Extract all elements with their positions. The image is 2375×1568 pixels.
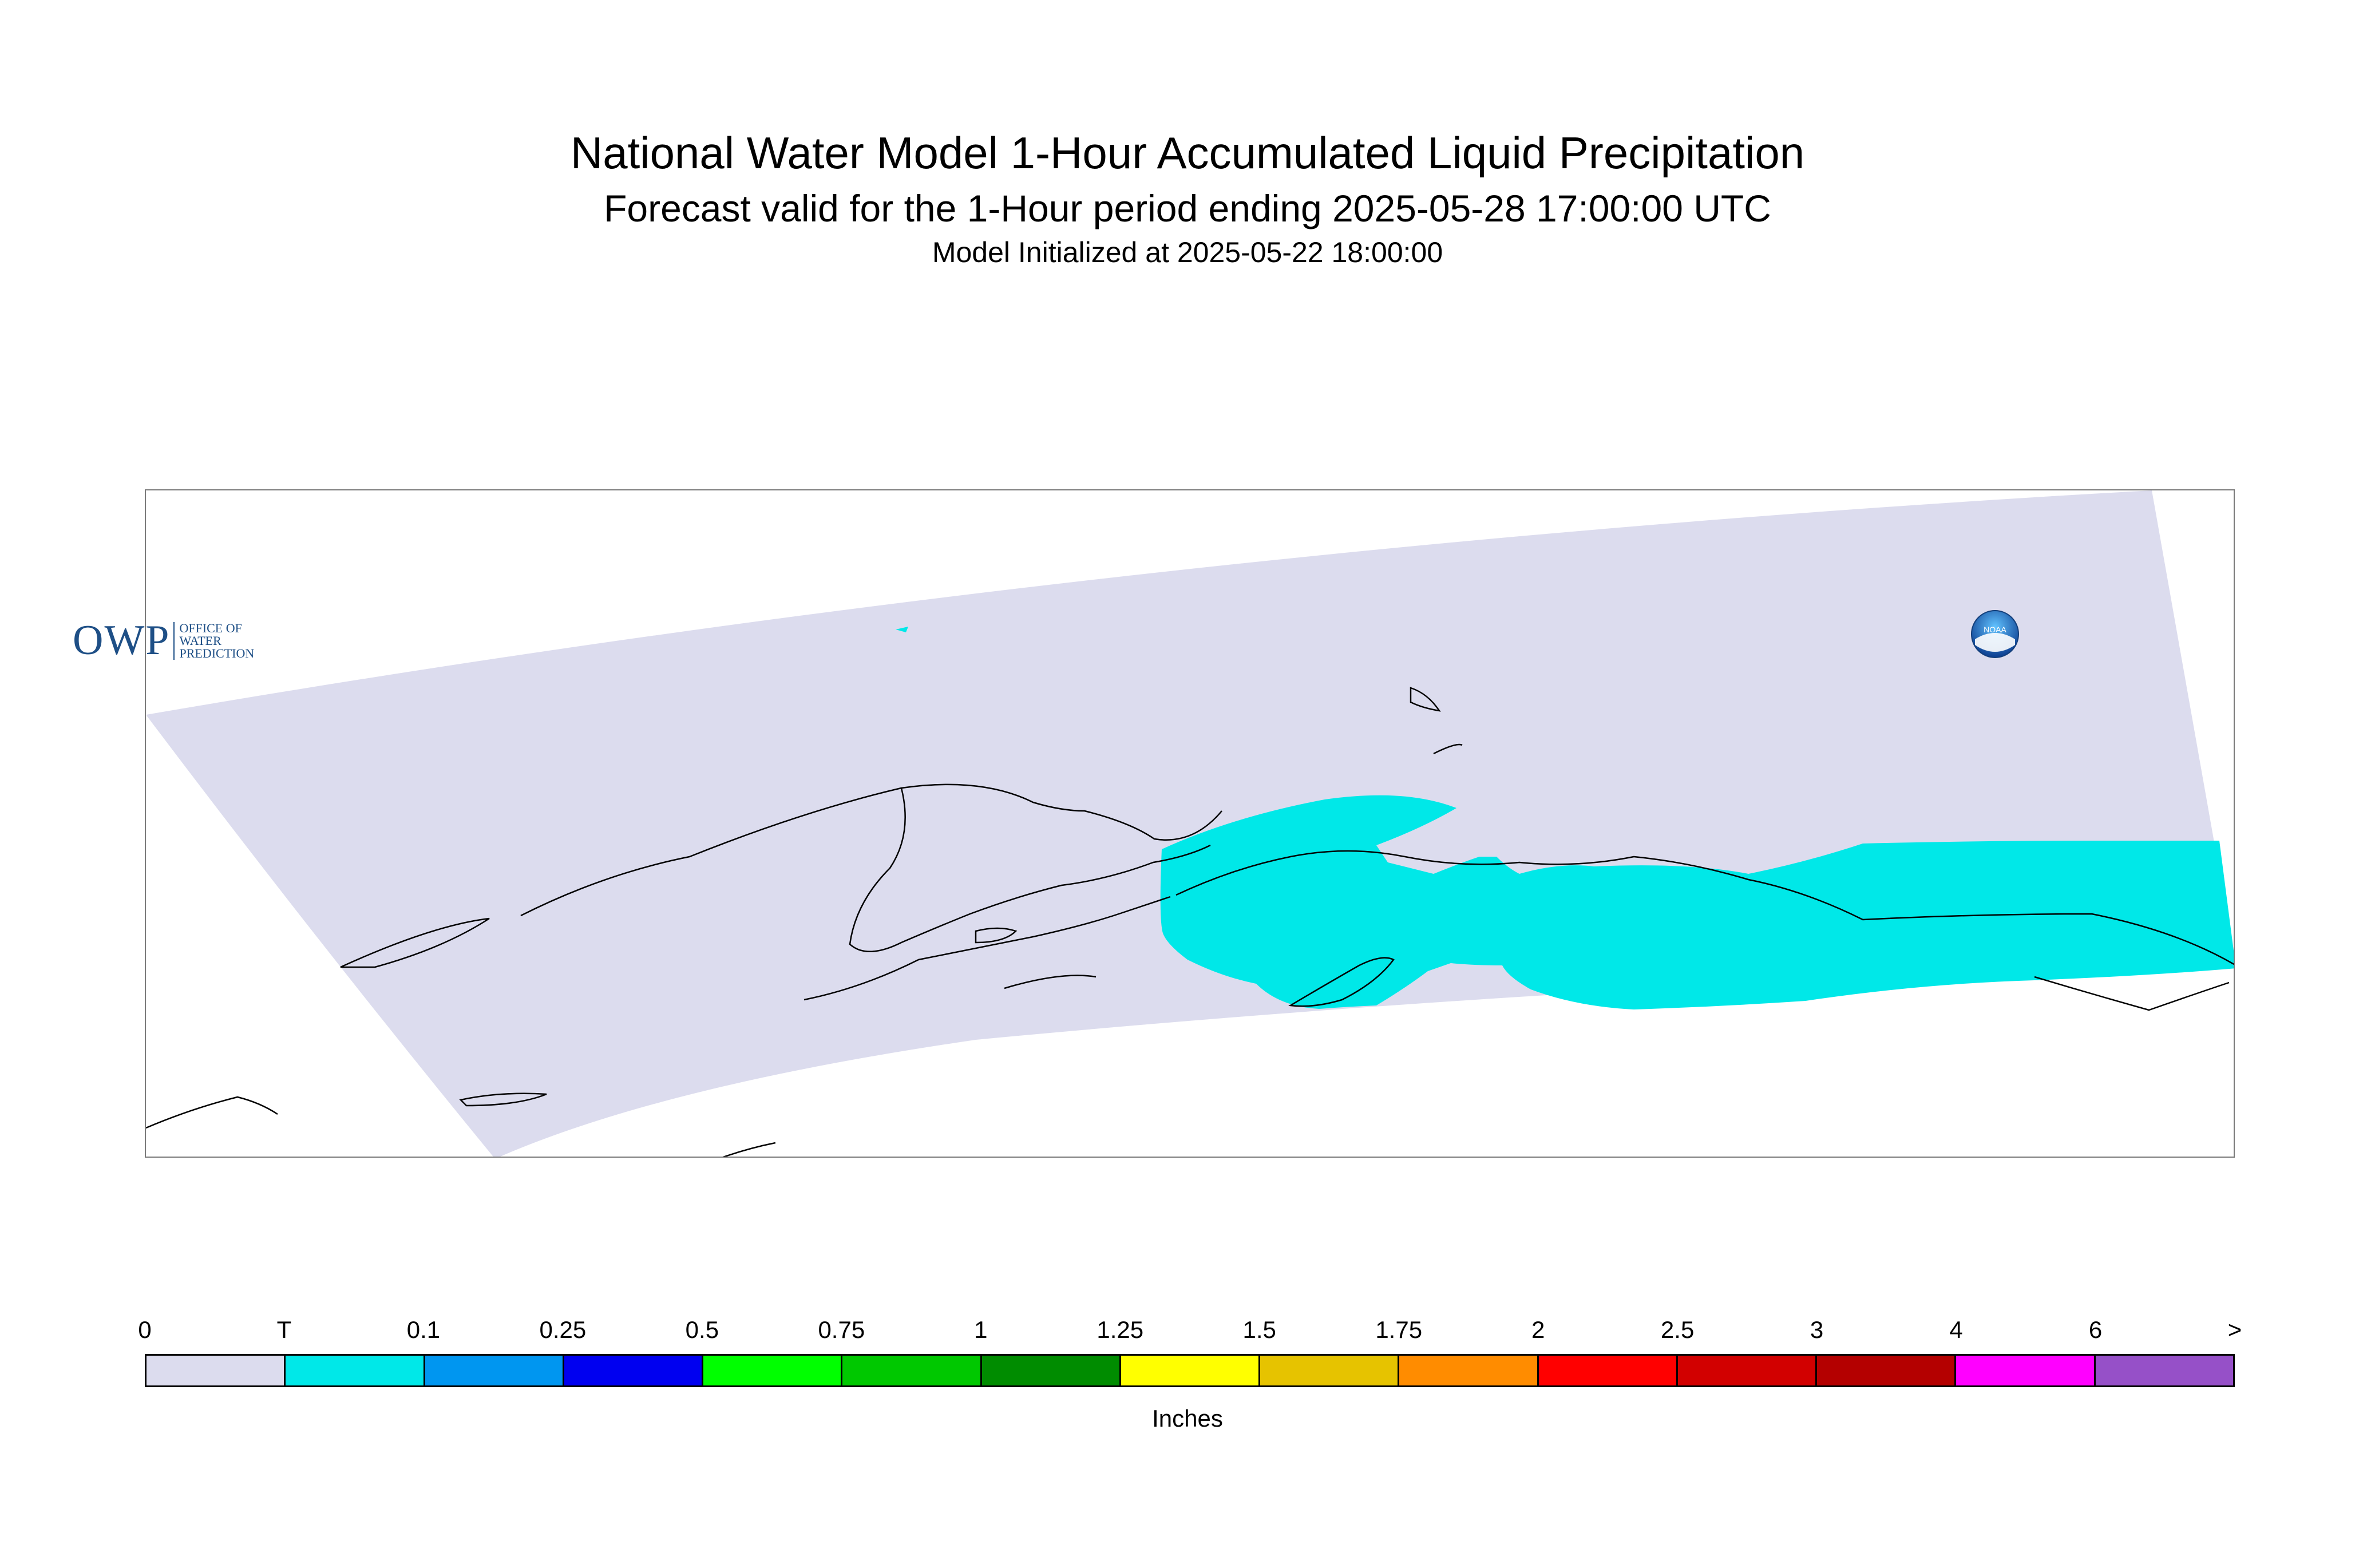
coastline-gulf xyxy=(1175,850,2234,965)
legend-swatch xyxy=(2095,1356,2233,1385)
legend-swatch xyxy=(425,1356,564,1385)
legend-swatch xyxy=(981,1356,1121,1385)
legend-swatch xyxy=(286,1356,425,1385)
legend-swatch xyxy=(1538,1356,1678,1385)
map-subtitle: Forecast valid for the 1-Hour period end… xyxy=(604,187,1771,229)
precip-area-main xyxy=(1160,795,2234,1009)
island-north-2 xyxy=(1433,743,1463,755)
legend-swatch xyxy=(703,1356,843,1385)
legend-tick-label: 1.5 xyxy=(1242,1316,1276,1343)
coastline-southwest xyxy=(803,896,1171,1001)
legend-tick-label: > xyxy=(2227,1316,2242,1343)
legend-swatch xyxy=(564,1356,704,1385)
legend-swatch xyxy=(842,1356,982,1385)
legend-swatch xyxy=(1121,1356,1261,1385)
legend-color-bar xyxy=(145,1354,2235,1387)
island-north xyxy=(1410,687,1441,712)
legend-swatch xyxy=(147,1356,286,1385)
legend-swatch xyxy=(1399,1356,1539,1385)
owp-logo-line: OFFICE OF xyxy=(179,620,242,635)
coastline-north xyxy=(520,783,1222,917)
legend-tick-label: 0.5 xyxy=(685,1316,719,1343)
owp-logo-line: WATER xyxy=(179,633,221,648)
model-initialized-text: Model Initialized at 2025-05-22 18:00:00 xyxy=(932,236,1443,268)
legend-tick-label: 0.75 xyxy=(818,1316,865,1343)
legend-tick-label: 2.5 xyxy=(1660,1316,1695,1343)
owp-logo-text: OFFICE OF WATER PREDICTION xyxy=(173,620,255,660)
legend-tick-label: 0 xyxy=(138,1316,152,1343)
precip-trace-areas xyxy=(896,627,2234,1009)
model-domain xyxy=(146,490,2234,1157)
coastline-west xyxy=(146,1096,278,1129)
island-st-lawrence xyxy=(459,1092,547,1107)
noaa-logo-text: NOAA xyxy=(1984,625,2006,634)
legend-tick-label: 6 xyxy=(2088,1316,2103,1343)
island-southwest-2 xyxy=(1004,975,1097,989)
legend-swatch xyxy=(1260,1356,1400,1385)
owp-logo: OWP OFFICE OF WATER PREDICTION xyxy=(73,616,254,665)
island-southwest-1 xyxy=(975,927,1018,944)
owp-logo-line: PREDICTION xyxy=(179,646,255,660)
precip-area-small xyxy=(896,627,908,632)
legend-units: Inches xyxy=(1152,1405,1223,1432)
legend-tick-label: 4 xyxy=(1949,1316,1963,1343)
legend-swatch xyxy=(1817,1356,1957,1385)
noaa-icon: NOAA xyxy=(1970,609,2020,659)
coastline-southeast xyxy=(2034,976,2230,1011)
owp-logo-mark: OWP xyxy=(73,617,171,664)
map-panel xyxy=(145,489,2235,1158)
legend-tick-label: 1 xyxy=(974,1316,988,1343)
coastline-peninsula xyxy=(849,787,1211,953)
legend-swatch xyxy=(1677,1356,1818,1385)
precipitation-map xyxy=(146,490,2234,1157)
legend-swatch xyxy=(1956,1356,2096,1385)
coastlines xyxy=(146,687,2234,1157)
island-kodiak xyxy=(1288,957,1395,1007)
color-legend: 0 T 0.1 0.25 0.5 0.75 1 1.25 1.5 1.75 2 2.5 3 4 6 > xyxy=(138,1316,2242,1431)
legend-tick-label: 0.25 xyxy=(539,1316,587,1343)
legend-tick-label: 0.1 xyxy=(406,1316,441,1343)
legend-tick-label: 3 xyxy=(1810,1316,1824,1343)
map-title: National Water Model 1-Hour Accumulated … xyxy=(570,128,1805,178)
legend-tick-label: 2 xyxy=(1531,1316,1545,1343)
island-aleutian xyxy=(722,1142,776,1157)
legend-tick-label: T xyxy=(276,1316,292,1343)
legend-tick-label: 1.75 xyxy=(1375,1316,1423,1343)
island-nunivak xyxy=(340,917,490,968)
legend-tick-label: 1.25 xyxy=(1097,1316,1144,1343)
